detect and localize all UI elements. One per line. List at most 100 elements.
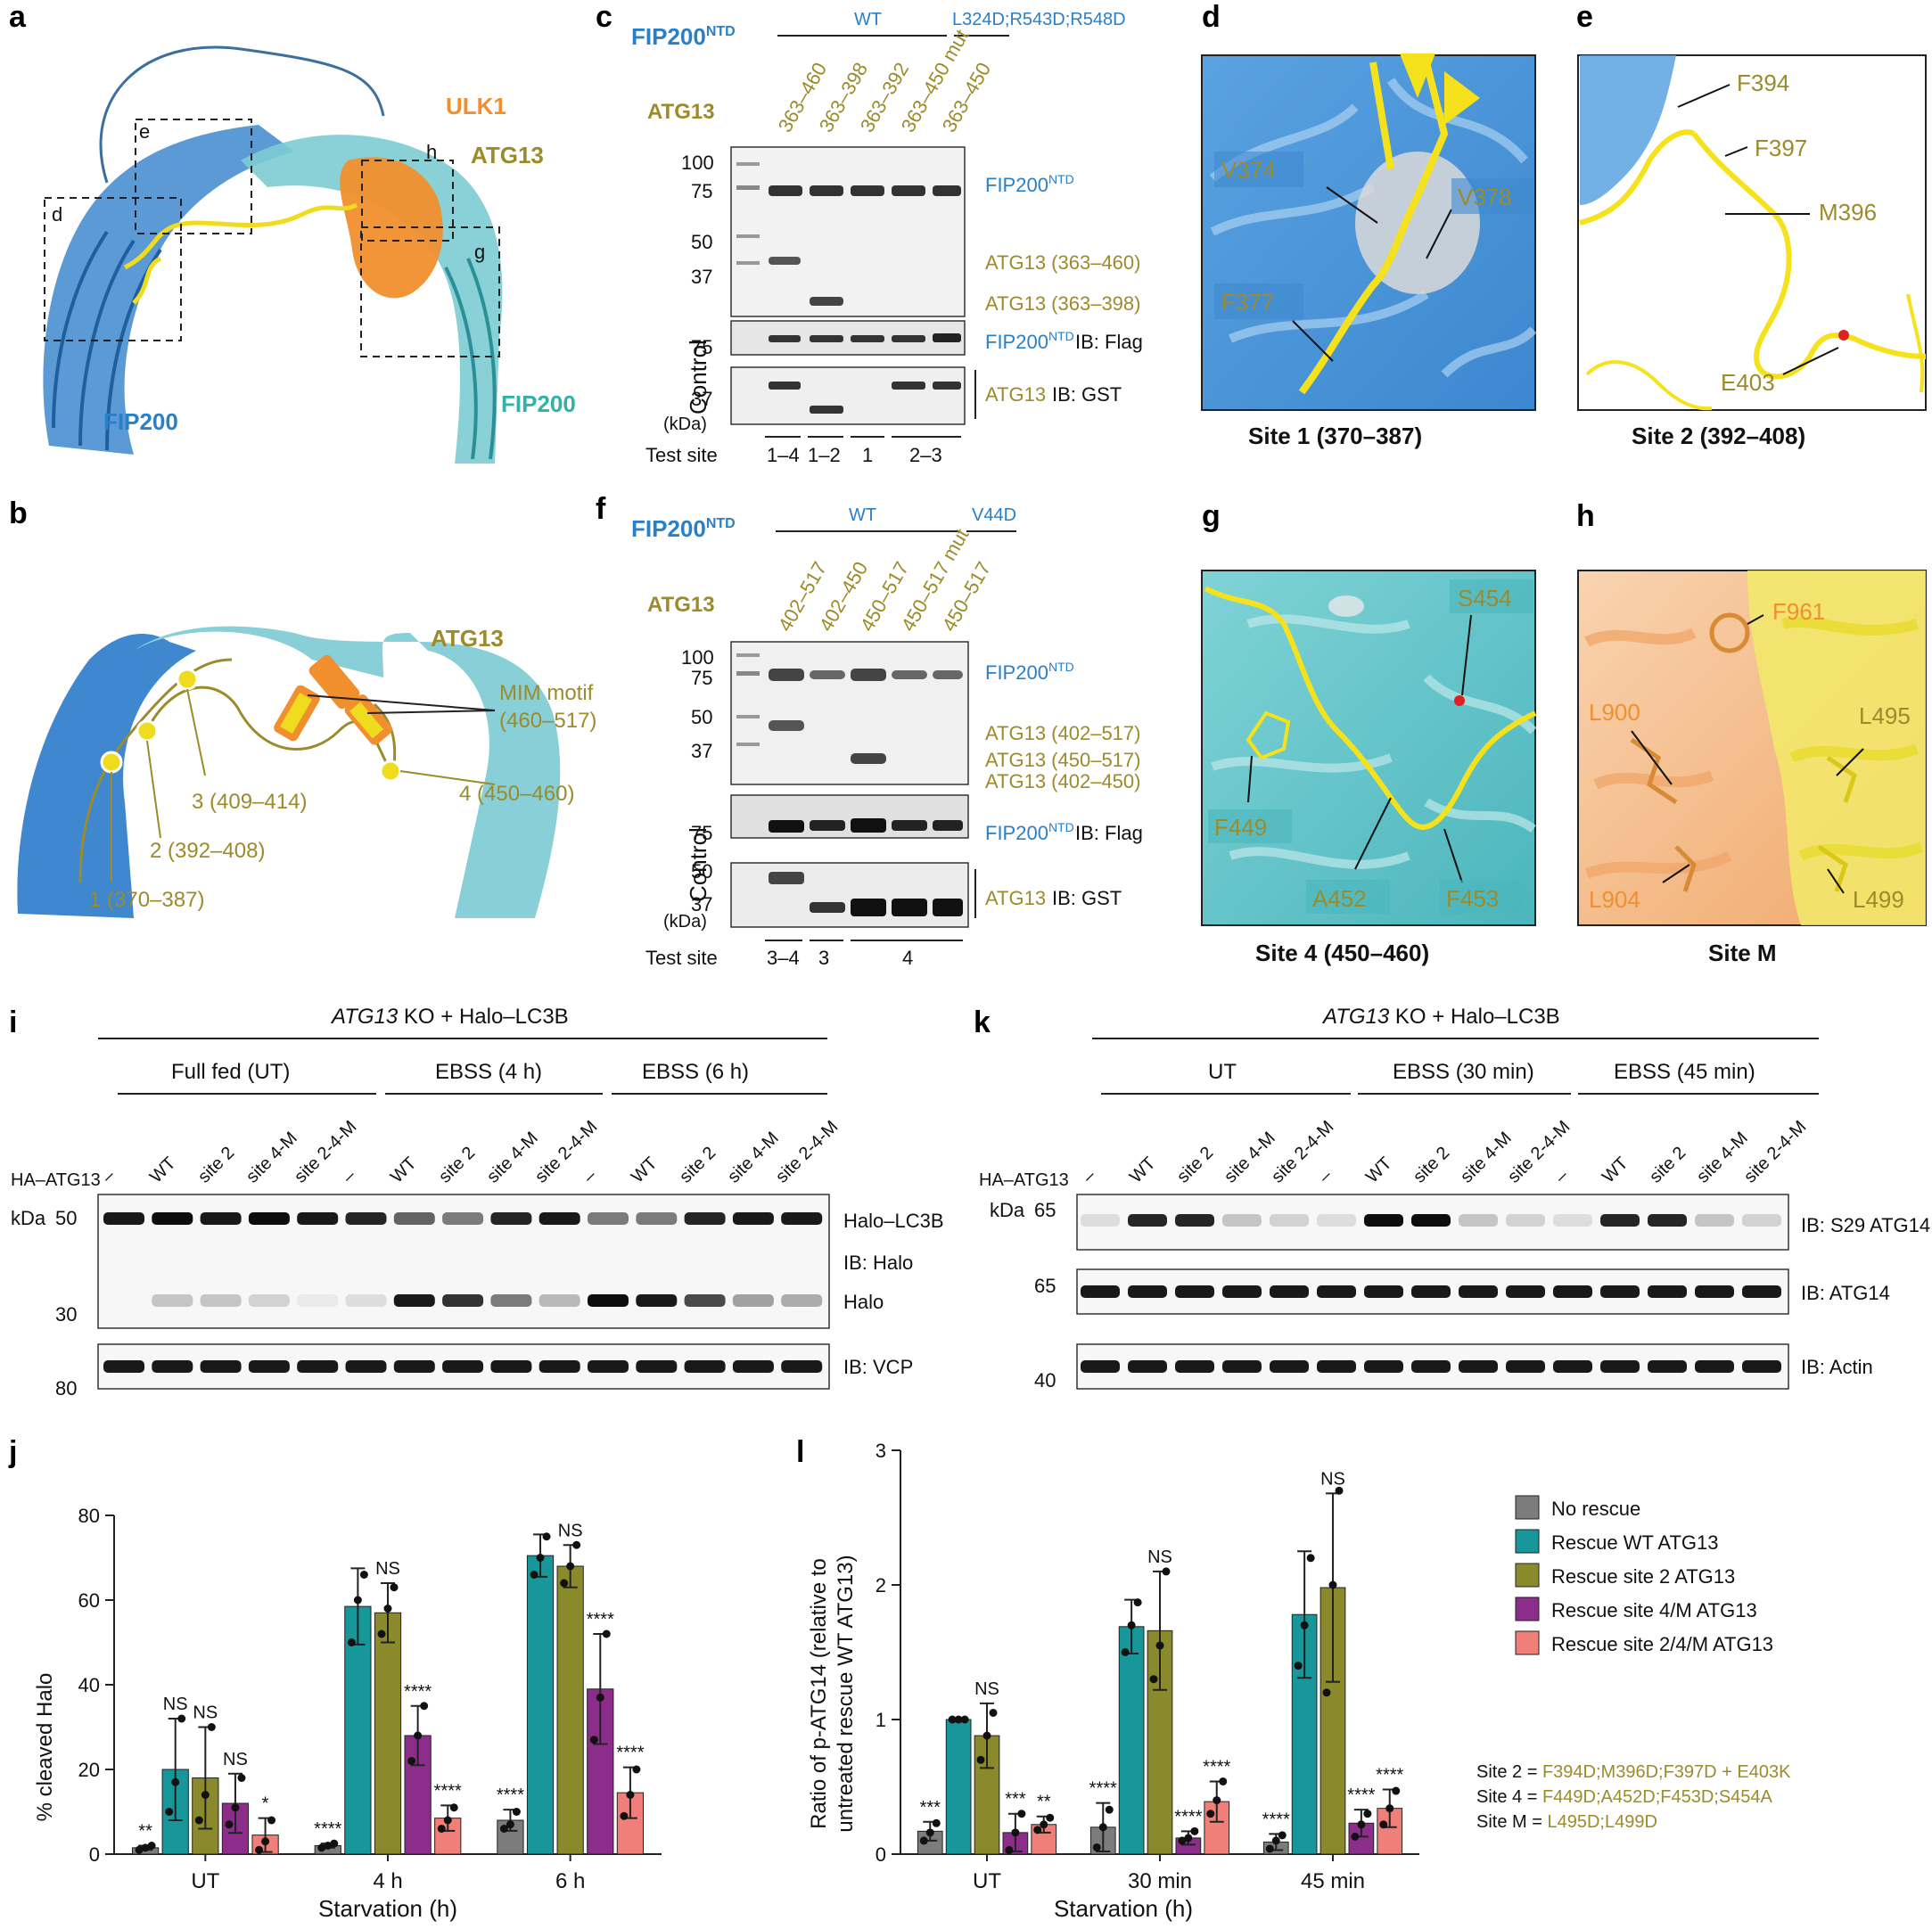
site-definitions: Site 2 = F394D;M396D;F397D + E403K Site 4… — [1476, 1762, 1791, 1832]
f-ctrl-gst: IB: GST — [1052, 887, 1122, 909]
k-mw-65a: 65 — [1034, 1199, 1056, 1221]
k-lane-5: – — [1315, 1165, 1336, 1186]
k-band-atg14: IB: ATG14 — [1801, 1282, 1890, 1304]
i-band-lc3b — [103, 1212, 144, 1225]
panel-label-i: i — [9, 1006, 17, 1039]
f-band-402-517: ATG13 (402–517) — [985, 722, 1140, 744]
f-fip-sup: NTD — [706, 516, 736, 531]
h-res-l900: L900 — [1589, 699, 1640, 726]
j-point — [359, 1571, 368, 1579]
j-point — [596, 1693, 604, 1702]
j-point — [201, 1791, 210, 1799]
d-caption: Site 1 (370–387) — [1248, 423, 1422, 449]
f-band-fip-text: FIP200 — [985, 661, 1048, 684]
j-point — [261, 1837, 270, 1846]
j-point — [135, 1845, 144, 1854]
k-band-actin — [1317, 1360, 1356, 1373]
j-point — [536, 1554, 545, 1562]
panel-d: d V374 V378 F377 Site 1 (370–387) — [1201, 0, 1537, 449]
k-bands — [1081, 1214, 1781, 1373]
f-ctrl-flag: IB: Flag — [1075, 822, 1143, 844]
i-band-halo — [588, 1294, 629, 1307]
c-mw-75: 75 — [691, 180, 712, 202]
l-point — [976, 1755, 985, 1764]
c-ctrl-mw-75: 75 — [691, 336, 712, 358]
j-annotation: NS — [375, 1559, 400, 1579]
f-mw-75: 75 — [691, 667, 712, 689]
j-point — [171, 1777, 180, 1786]
l-ytick-label: 3 — [876, 1440, 886, 1462]
f-control: Control — [685, 827, 711, 902]
k-lane-7: site 2 — [1410, 1143, 1453, 1186]
i-lane-1: WT — [146, 1153, 180, 1187]
k-band-s29 — [1600, 1214, 1640, 1227]
i-band-halo: Halo — [843, 1291, 884, 1313]
i-bands — [103, 1212, 823, 1373]
legend-swatch-4 — [1515, 1630, 1540, 1655]
c-ctrl-fip: FIP200NTD — [985, 329, 1074, 353]
b-site-4: 4 (450–460) — [459, 782, 574, 806]
j-point — [620, 1811, 629, 1820]
k-band-actin — [1459, 1360, 1498, 1373]
i-band-vcp — [588, 1360, 629, 1373]
c-band-fip-sup: NTD — [1048, 172, 1074, 186]
i-band-vcp — [732, 1360, 774, 1373]
c-band-fip: FIP200NTD — [985, 172, 1074, 196]
c-site-1: 1–4 — [767, 444, 800, 466]
site-def-value-0: F394D;M396D;F397D + E403K — [1542, 1762, 1791, 1782]
i-band-lc3b — [248, 1212, 290, 1225]
j-point — [407, 1757, 416, 1765]
j-point — [141, 1843, 150, 1852]
g-res-f453: F453 — [1446, 885, 1499, 912]
k-band-atg14 — [1411, 1285, 1451, 1298]
f-ctrl-atg: ATG13 — [985, 887, 1046, 909]
i-band-halo — [538, 1294, 580, 1307]
j-point — [324, 1842, 333, 1850]
j-xtick-label: UT — [191, 1869, 219, 1893]
j-annotation: **** — [314, 1819, 341, 1839]
j-ytick-label: 40 — [78, 1674, 100, 1696]
i-band-vcp — [442, 1360, 484, 1373]
k-band-s29 — [1411, 1214, 1451, 1227]
l-annotation: NS — [974, 1679, 999, 1699]
j-point — [165, 1808, 174, 1816]
legend-swatch-0 — [1515, 1495, 1540, 1520]
k-lane-13: site 4-M — [1693, 1129, 1752, 1187]
panel-label-j: j — [8, 1435, 17, 1469]
e-caption: Site 2 (392–408) — [1632, 423, 1805, 449]
l-point — [1040, 1820, 1048, 1829]
k-band-actin — [1270, 1360, 1309, 1373]
i-kda: kDa — [11, 1207, 46, 1229]
i-band-vcp — [781, 1360, 823, 1373]
f-band-fip: FIP200NTD — [985, 660, 1074, 684]
l-point — [1133, 1598, 1142, 1607]
l-point — [1294, 1662, 1303, 1670]
f-ctrl-mw-37: 37 — [691, 893, 712, 915]
k-band-atg14 — [1459, 1285, 1498, 1298]
i-band-vcp — [393, 1360, 435, 1373]
f-fip-text: FIP200 — [631, 515, 706, 542]
i-group-2: EBSS (6 h) — [642, 1060, 749, 1084]
j-point — [330, 1839, 339, 1848]
c-site-3: 1 — [862, 444, 873, 466]
j-annotation: NS — [558, 1521, 583, 1540]
h-res-l499: L499 — [1853, 886, 1904, 913]
l-point — [1121, 1648, 1130, 1656]
j-point — [420, 1702, 429, 1711]
l-point — [1005, 1845, 1014, 1854]
i-band-lc3b — [538, 1212, 580, 1225]
panel-label-e: e — [1576, 0, 1593, 34]
k-band-s29 — [1175, 1214, 1214, 1227]
h-res-l904: L904 — [1589, 886, 1640, 913]
i-band-vcp: IB: VCP — [843, 1356, 913, 1378]
d-res-f377: F377 — [1221, 289, 1274, 316]
legend-label-2: Rescue site 2 ATG13 — [1551, 1565, 1735, 1588]
j-ylabel: % cleaved Halo — [33, 1673, 57, 1822]
i-lane-14: site 2-4-M — [772, 1117, 842, 1186]
c-ctrl-mw-37: 37 — [691, 388, 712, 410]
k-band-actin — [1175, 1360, 1214, 1373]
l-point — [1092, 1843, 1101, 1851]
f-ctrl-fip-text: FIP200 — [985, 822, 1048, 844]
l-annotation: *** — [1005, 1790, 1026, 1810]
